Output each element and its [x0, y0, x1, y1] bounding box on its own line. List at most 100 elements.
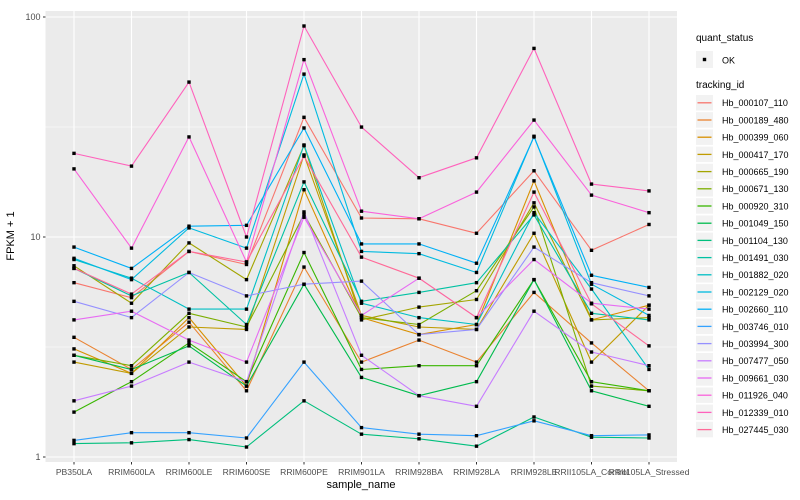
- legend-series-label: Hb_000671_130: [722, 184, 789, 194]
- gridlines: [45, 11, 677, 462]
- legend-series-label: Hb_002129_020: [722, 287, 789, 297]
- data-point-marker: [359, 353, 364, 357]
- data-point-marker: [129, 294, 134, 298]
- data-point-marker: [417, 251, 421, 256]
- data-point-marker: [589, 341, 594, 345]
- data-point-marker: [647, 367, 651, 372]
- data-point-marker: [589, 193, 594, 197]
- legend-series-label: Hb_009661_030: [722, 373, 789, 383]
- data-point-marker: [129, 164, 134, 168]
- data-point-marker: [187, 325, 191, 329]
- data-point-marker: [72, 318, 76, 322]
- data-point-marker: [647, 318, 651, 322]
- data-point-marker: [359, 249, 364, 254]
- data-point-marker: [417, 217, 421, 221]
- y-tick-label: 100: [25, 12, 40, 22]
- data-point-marker: [72, 347, 76, 351]
- data-point-marker: [187, 344, 191, 348]
- x-tick-label: PB350LA: [56, 467, 93, 477]
- data-point-marker: [532, 245, 536, 249]
- data-point-marker: [647, 189, 651, 193]
- y-tick-label: 10: [30, 232, 40, 242]
- data-point-marker: [417, 315, 421, 320]
- data-point-marker: [532, 169, 536, 173]
- data-point-marker: [187, 249, 191, 254]
- data-point-marker: [244, 327, 249, 332]
- legend-series-label: Hb_000417_170: [722, 150, 789, 160]
- data-point-marker: [532, 190, 536, 194]
- legend-series-label: Hb_001049_150: [722, 219, 789, 229]
- data-point-marker: [129, 430, 134, 435]
- data-point-marker: [129, 309, 134, 313]
- legend-series-label: Hb_000665_190: [722, 167, 789, 177]
- data-point-marker: [474, 364, 479, 368]
- data-point-marker: [359, 279, 364, 283]
- x-tick-label: RRIM600PE: [280, 467, 328, 477]
- data-point-marker: [302, 210, 306, 214]
- data-point-marker: [474, 156, 479, 160]
- data-points: [72, 24, 651, 449]
- data-point-marker: [72, 360, 76, 364]
- data-point-marker: [359, 255, 364, 259]
- y-tick-label: 1: [35, 452, 40, 462]
- data-point-marker: [532, 46, 536, 51]
- data-point-marker: [244, 246, 249, 250]
- data-point-marker: [474, 231, 479, 235]
- data-point-marker: [589, 350, 594, 354]
- data-point-marker: [532, 257, 536, 262]
- data-point-marker: [474, 289, 479, 293]
- x-tick-label: RRIM600LE: [166, 467, 213, 477]
- data-point-marker: [589, 248, 594, 253]
- data-point-marker: [647, 222, 651, 227]
- x-tick-label: RRIM928BA: [395, 467, 443, 477]
- data-point-marker: [244, 294, 249, 298]
- data-point-marker: [72, 441, 76, 446]
- data-point-marker: [589, 379, 594, 384]
- data-point-marker: [187, 338, 191, 342]
- data-point-marker: [244, 223, 249, 228]
- data-point-marker: [302, 154, 306, 158]
- data-point-marker: [474, 404, 479, 409]
- data-point-marker: [187, 437, 191, 442]
- data-point-marker: [72, 151, 76, 156]
- data-point-marker: [417, 393, 421, 398]
- data-point-marker: [474, 297, 479, 302]
- data-point-marker: [72, 410, 76, 414]
- data-point-marker: [129, 246, 134, 250]
- data-point-marker: [302, 126, 306, 130]
- data-point-marker: [417, 364, 421, 368]
- data-point-marker: [244, 260, 249, 264]
- data-point-marker: [187, 226, 191, 230]
- data-point-marker: [187, 315, 191, 320]
- data-point-marker: [417, 432, 421, 436]
- data-point-marker: [417, 276, 421, 280]
- data-point-marker: [589, 273, 594, 277]
- data-point-marker: [244, 307, 249, 311]
- data-point-marker: [244, 262, 249, 267]
- data-point-marker: [532, 415, 536, 419]
- x-tick-label: RRII105LA_Stressed: [609, 467, 690, 477]
- data-point-marker: [187, 320, 191, 324]
- data-point-marker: [417, 332, 421, 337]
- data-point-marker: [474, 327, 479, 332]
- data-point-marker: [589, 302, 594, 306]
- data-point-marker: [72, 353, 76, 357]
- data-point-marker: [532, 213, 536, 217]
- data-point-marker: [244, 436, 249, 440]
- data-point-marker: [302, 24, 306, 28]
- data-point-marker: [532, 179, 536, 183]
- data-point-marker: [647, 389, 651, 393]
- data-point-marker: [589, 360, 594, 364]
- data-point-marker: [359, 216, 364, 220]
- legend-series-label: Hb_001491_030: [722, 253, 789, 263]
- legend-series-title: tracking_id: [696, 80, 744, 91]
- data-point-marker: [417, 242, 421, 246]
- data-point-marker: [359, 432, 364, 436]
- data-point-marker: [72, 399, 76, 403]
- legend: quant_status OK tracking_id Hb_000107_110 Hb…: [696, 33, 789, 438]
- data-point-marker: [359, 125, 364, 129]
- data-point-marker: [244, 322, 249, 327]
- data-point-marker: [244, 384, 249, 388]
- data-point-marker: [129, 441, 134, 445]
- data-point-marker: [474, 315, 479, 320]
